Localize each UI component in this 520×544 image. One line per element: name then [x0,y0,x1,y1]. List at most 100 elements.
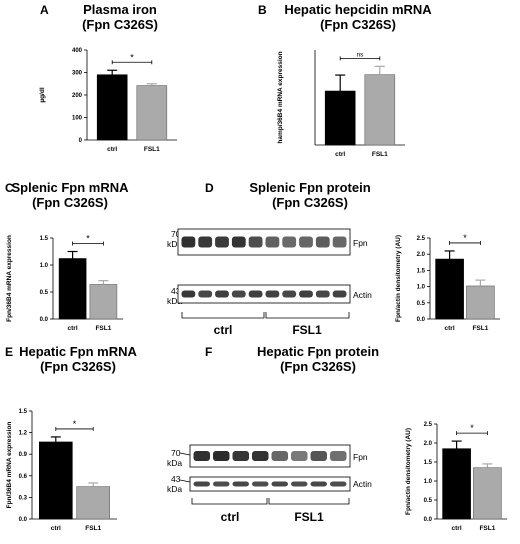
y-tick-label-e: 0.3 [19,495,28,501]
blot-d-fsl1-bracket [265,312,350,319]
y-tick-label-c: 1.5 [40,236,49,242]
bar-b-fsl1 [364,74,396,146]
blot-d-actin-bands [181,290,347,298]
blot-f-ctrl-label: ctrl [221,510,240,524]
panel-d-title: Splenic Fpn protein [249,180,370,195]
y-tick-label-a: 200 [72,93,83,99]
actin-band [315,290,330,298]
category-label-c-ctrl: ctrl [68,325,78,332]
fpn-band [248,236,263,248]
fpn-band [213,451,230,461]
actin-band [232,481,249,487]
chart-splenic-fpn-densitometry: 0.0 0.5 1.0 1.5 2.0 2.5 Fpn/actin densitometry… [395,233,500,332]
fpn-band [291,451,308,461]
blot-f-actin-label: Actin [353,479,372,489]
actin-band [248,290,263,298]
panel-c-heading: C Splenic Fpn mRNA (Fpn C326S) [5,180,129,210]
y-axis-label-a: µg/dl [39,87,46,102]
actin-band [265,290,280,298]
fpn-band [282,236,297,248]
y-tick-label-f: 1.0 [424,479,433,485]
y-tick-label-c: 0.0 [40,317,49,323]
bar-f-fsl1 [473,467,502,520]
panel-e-letter: E [5,345,13,359]
panel-a-heading: A Plasma iron (Fpn C326S) [40,2,158,32]
blot-d-ctrl-label: ctrl [214,323,233,337]
panel-f-heading: F Hepatic Fpn protein (Fpn C326S) [205,344,379,374]
category-label-f-fsl1: FSL1 [479,525,495,532]
blot-d-marker-43-unit: kDa [167,296,182,306]
category-label-e-ctrl: ctrl [51,525,61,532]
blot-f-marker-70-tick [179,452,191,456]
panel-a-letter: A [40,3,49,17]
western-blot-hepatic: 70 kDa 43 kDa Fpn Actin ctrl FSL1 [167,444,372,524]
bar-f-ctrl [442,448,471,520]
panel-d-heading: D Splenic Fpn protein (Fpn C326S) [205,180,371,210]
actin-band [193,481,210,487]
blot-f-fpn-label: Fpn [353,452,368,462]
bar-e-fsl1 [76,486,110,520]
y-tick-label-d: 0.5 [417,301,426,307]
y-axis-label-d: Fpn/actin densitometry (AU) [395,235,402,322]
y-tick-label-a: 300 [72,71,83,77]
significance-marker-c: * [86,234,90,244]
actin-band [215,290,229,298]
y-axis-label-b: hamp/36B4 mRNA expression [277,51,284,143]
blot-d-marker-43: 43 [171,286,181,296]
blot-d-actin-label: Actin [353,290,372,300]
fpn-band [252,451,269,461]
category-label-b-ctrl: ctrl [335,151,345,158]
panel-b-heading: B Hepatic hepcidin mRNA (Fpn C326S) [258,2,432,32]
significance-marker-a: * [130,52,134,62]
bar-b-ctrl [324,90,356,146]
fpn-band [315,236,330,248]
blot-d-marker-70-unit: kDa [167,239,182,249]
blot-f-ctrl-bracket [191,498,268,505]
actin-band [213,481,230,487]
panel-b-letter: B [258,3,267,17]
y-tick-label-e: 0.0 [19,517,28,523]
fpn-band [232,451,249,461]
actin-band [231,290,246,298]
bar-c-fsl1 [89,284,118,320]
actin-band [332,290,347,298]
chart-hepatic-fpn-densitometry: 0.0 0.5 1.0 1.5 2.0 2.5 Fpn/actin densitometry… [405,422,507,532]
y-tick-label-f: 1.5 [424,460,433,466]
blot-f-fpn-bands [193,451,347,461]
fpn-band [193,451,210,461]
blot-f-marker-70-unit: kDa [167,458,182,468]
fpn-band [198,236,213,248]
actin-band [198,290,213,298]
blot-f-fsl1-bracket [268,498,350,505]
y-tick-label-f: 0.5 [424,498,433,504]
blot-f-marker-70: 70 [171,448,181,458]
fpn-band [299,236,313,248]
bar-e-ctrl [38,441,73,520]
y-tick-label-f: 2.0 [424,441,433,447]
fpn-band [231,236,246,248]
y-tick-label-d: 0.0 [417,317,426,323]
blot-d-ctrl-bracket [181,312,265,319]
category-label-a-ctrl: ctrl [107,146,117,153]
chart-splenic-fpn-mrna: 0.0 0.5 1.0 1.5 Fpn/36B4 mRNA expression ctrl… [6,234,123,332]
actin-band [282,290,297,298]
fpn-band [330,451,347,461]
significance-marker-d: * [463,233,467,243]
y-tick-label-d: 1.0 [417,285,426,291]
y-axis-label-f: Fpn/actin densitometry (AU) [405,428,412,515]
bar-a-ctrl [96,74,128,141]
panel-b-title: Hepatic hepcidin mRNA [284,2,432,17]
blot-d-fpn-bands [181,236,347,248]
bar-d-ctrl [435,258,464,320]
blot-d-marker-70: 70 [171,229,181,239]
panel-c-title: Splenic Fpn mRNA [11,180,129,195]
y-tick-label-c: 1.0 [40,263,49,269]
category-label-d-fsl1: FSL1 [472,325,488,332]
panel-b-subtitle: (Fpn C326S) [320,17,396,32]
y-tick-label-e: 0.6 [19,474,28,480]
significance-marker-f: * [470,423,474,433]
y-tick-label-e: 0.9 [19,452,28,458]
panel-c-subtitle: (Fpn C326S) [32,195,108,210]
fpn-band [271,451,288,461]
